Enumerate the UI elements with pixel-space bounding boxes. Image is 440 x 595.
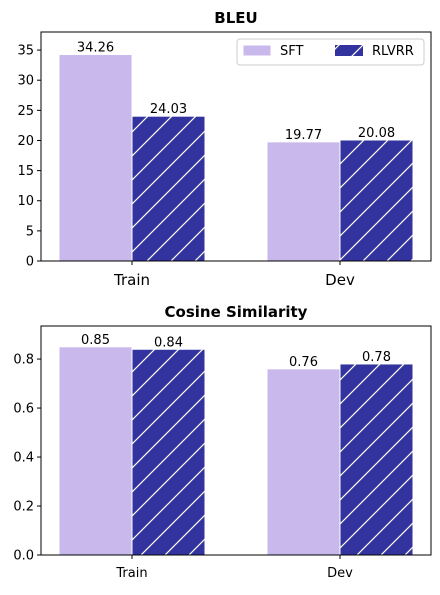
y-tick-label: 35 (17, 44, 34, 59)
legend-swatch-sft (242, 44, 272, 57)
plot-frame (40, 31, 432, 262)
x-tick-label: Dev (325, 271, 355, 289)
y-tick-label: 0.0 (13, 549, 34, 564)
legend-swatch-rlvrr (335, 45, 363, 56)
data-label: 0.76 (289, 355, 318, 370)
bar-rlvrr-dev (339, 139, 414, 262)
bar-sft-train (58, 346, 133, 556)
y-tick-label: 0.2 (13, 500, 34, 515)
y-tick-label: 25 (17, 104, 34, 119)
data-label: 24.03 (150, 102, 187, 117)
data-label: 0.84 (154, 335, 183, 350)
x-tick-label: Train (115, 566, 147, 581)
legend: SFT RLVRR (236, 38, 425, 66)
legend-label: SFT (280, 44, 304, 59)
bar-rlvrr-dev (339, 363, 414, 556)
chart-2: Cosine Similarity 0.0 0.2 0.4 0.6 0.8 0.85 0.84… (13, 303, 432, 581)
bar-rlvrr-train (131, 348, 206, 556)
y-tick-label: 0.4 (13, 451, 34, 466)
x-tick-label: Train (113, 271, 150, 289)
bar-rlvrr-train (131, 115, 206, 262)
chart-title: Cosine Similarity (165, 303, 308, 321)
data-label: 20.08 (358, 126, 395, 141)
bar-sft-dev (266, 368, 341, 556)
y-tick-label: 0 (26, 255, 34, 270)
legend-box (236, 38, 425, 66)
x-tick-label: Dev (327, 566, 353, 581)
y-tick-label: 30 (17, 74, 34, 89)
plot-frame (40, 325, 432, 556)
data-label: 0.78 (362, 350, 391, 365)
y-tick-label: 15 (17, 164, 34, 179)
chart-1: BLEU 0 5 10 15 20 25 30 35 34.26 24.03 Train 19.77 20… (17, 9, 432, 289)
bar-sft-train (58, 54, 133, 262)
y-tick-label: 0.6 (13, 402, 34, 417)
data-label: 19.77 (285, 128, 322, 143)
y-tick-label: 20 (17, 134, 34, 149)
legend-label: RLVRR (372, 44, 414, 59)
y-tick-label: 0.8 (13, 353, 34, 368)
chart-title: BLEU (214, 9, 257, 27)
data-label: 0.85 (81, 333, 110, 348)
data-label: 34.26 (77, 41, 114, 56)
y-tick-label: 10 (17, 194, 34, 209)
bar-sft-dev (266, 141, 341, 262)
y-tick-label: 5 (26, 224, 34, 239)
